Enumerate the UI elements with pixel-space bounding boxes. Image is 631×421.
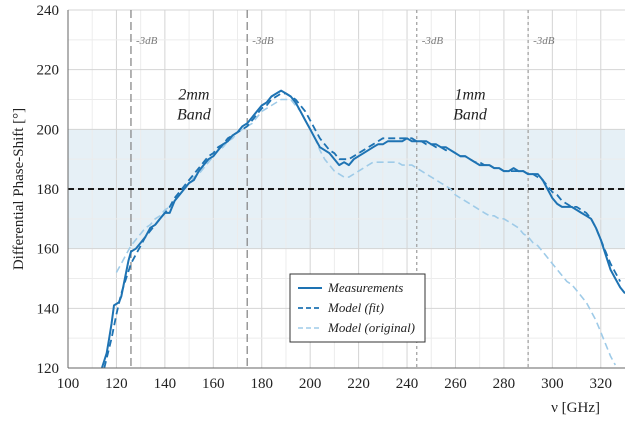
- legend-label: Model (original): [327, 320, 415, 335]
- series-line: [115, 98, 617, 366]
- band-label: Band: [453, 107, 488, 124]
- minus-3db-label: -3dB: [252, 35, 274, 47]
- y-tick-label: 140: [37, 301, 60, 317]
- x-tick-label: 160: [202, 376, 225, 392]
- y-tick-label: 120: [37, 361, 60, 377]
- legend-label: Model (fit): [327, 300, 384, 315]
- minus-3db-label: -3dB: [533, 35, 555, 47]
- y-tick-label: 240: [37, 3, 60, 19]
- x-tick-label: 280: [493, 376, 516, 392]
- y-tick-label: 180: [37, 182, 60, 198]
- x-tick-label: 300: [541, 376, 564, 392]
- band-label: 2mm: [178, 87, 209, 104]
- x-tick-label: 100: [57, 376, 80, 392]
- x-tick-label: 180: [250, 376, 273, 392]
- tick-labels: 100 120 140 160 180 200 220 240 260 280 300 3201201…: [37, 3, 613, 392]
- x-tick-label: 200: [299, 376, 322, 392]
- y-tick-label: 160: [37, 242, 60, 258]
- minus-3db-label: -3dB: [422, 35, 444, 47]
- x-tick-label: 320: [590, 376, 613, 392]
- y-axis-title: Differential Phase-Shift [°]: [11, 108, 27, 270]
- series-group: [100, 89, 625, 368]
- x-tick-label: 120: [105, 376, 128, 392]
- band-label: 1mm: [454, 87, 485, 104]
- x-tick-label: 140: [154, 376, 177, 392]
- band-label: Band: [177, 107, 212, 124]
- legend: Measurements Model (fit) Model (original): [289, 273, 426, 343]
- x-tick-label: 220: [347, 376, 370, 392]
- minus-3db-markers: -3dB -3dB -3dB -3dB: [130, 10, 555, 368]
- x-tick-label: 260: [444, 376, 467, 392]
- series-line: [100, 89, 625, 368]
- legend-label: Measurements: [327, 280, 403, 295]
- minus-3db-label: -3dB: [136, 35, 158, 47]
- y-tick-label: 200: [37, 122, 60, 138]
- x-tick-label: 240: [396, 376, 419, 392]
- y-tick-label: 220: [37, 63, 60, 79]
- band-labels: 2mm Band 1mm Band: [177, 87, 488, 124]
- x-axis-title: ν [GHz]: [551, 400, 600, 416]
- legend-box: [289, 273, 426, 343]
